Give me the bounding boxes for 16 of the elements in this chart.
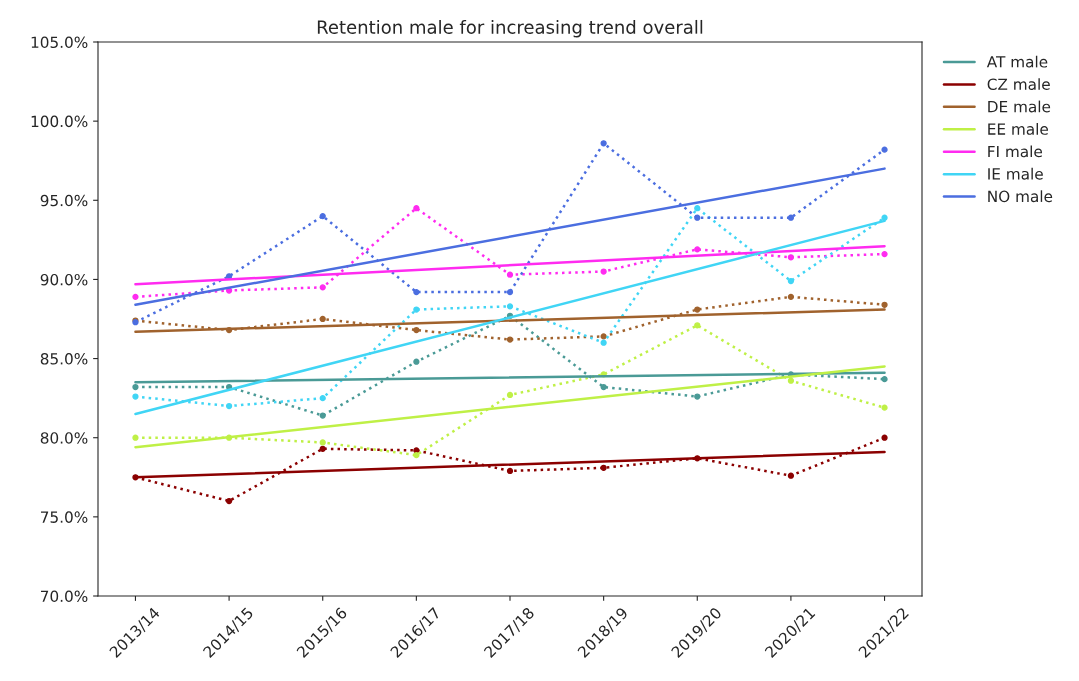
y-tick-label: 75.0% xyxy=(41,511,88,523)
legend-label: EE male xyxy=(988,123,1049,135)
legend-label: NO male xyxy=(988,190,1053,203)
legend-label: IE male xyxy=(988,167,1043,180)
y-tick-label: 90.0% xyxy=(40,273,88,286)
chart-title: Retention male for increasing trend overall xyxy=(317,19,703,38)
y-tick-label: 80.0% xyxy=(40,432,88,444)
y-tick-label: 100.0% xyxy=(31,115,88,128)
y-tick-label: 85.0% xyxy=(40,353,88,365)
y-tick-label: 95.0% xyxy=(40,194,88,207)
legend-label: DE male xyxy=(988,100,1051,113)
y-tick-label: 70.0% xyxy=(41,590,88,603)
legend-label: AT male xyxy=(986,55,1048,68)
legend-label: CZ male xyxy=(987,78,1050,90)
y-tick-label: 105.0% xyxy=(31,36,88,49)
legend-label: FI male xyxy=(988,145,1042,158)
